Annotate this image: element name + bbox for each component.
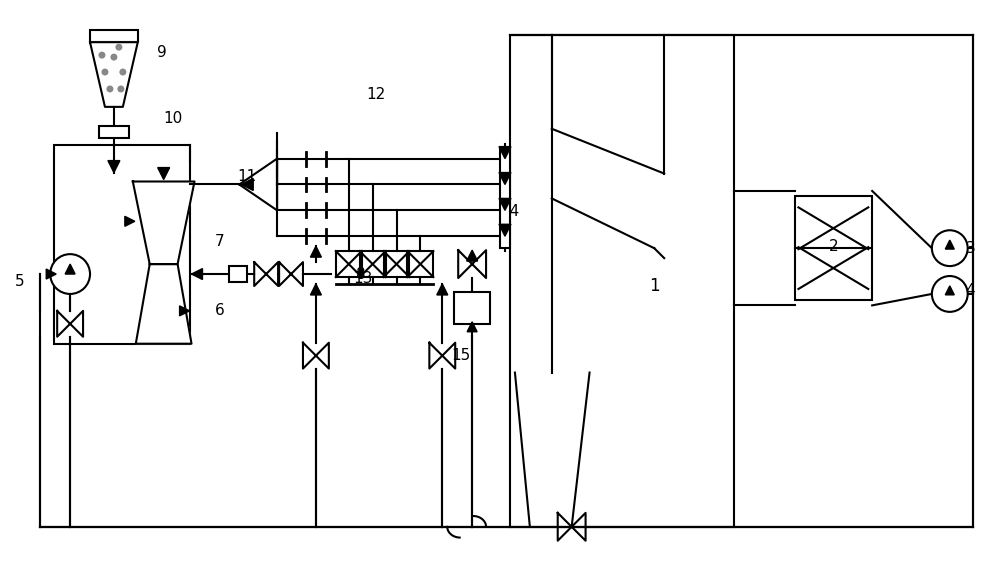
Polygon shape — [310, 246, 321, 257]
Text: 5: 5 — [15, 273, 24, 289]
Circle shape — [102, 69, 108, 75]
Text: 6: 6 — [215, 303, 224, 318]
Bar — [500, 147, 510, 248]
Circle shape — [120, 69, 126, 75]
Bar — [795, 196, 872, 301]
Text: 13: 13 — [353, 271, 372, 285]
Polygon shape — [125, 216, 135, 226]
Polygon shape — [499, 224, 511, 236]
Circle shape — [107, 86, 113, 92]
Bar — [454, 292, 490, 324]
Text: 12: 12 — [366, 87, 385, 102]
Polygon shape — [945, 286, 954, 295]
Bar — [54, 145, 190, 344]
Polygon shape — [65, 264, 75, 274]
Text: 4: 4 — [966, 284, 975, 298]
Polygon shape — [499, 147, 511, 158]
Text: 2: 2 — [829, 239, 838, 254]
Text: 10: 10 — [164, 112, 183, 126]
Bar — [229, 266, 247, 282]
Circle shape — [118, 86, 124, 92]
Polygon shape — [192, 269, 202, 280]
Polygon shape — [158, 168, 170, 179]
Polygon shape — [467, 250, 478, 261]
Text: 1: 1 — [649, 277, 660, 295]
Bar — [360, 251, 386, 277]
Polygon shape — [310, 284, 321, 295]
Text: 8: 8 — [356, 267, 365, 281]
Polygon shape — [239, 158, 277, 211]
Circle shape — [932, 276, 968, 312]
Bar — [510, 35, 734, 527]
Circle shape — [116, 44, 122, 50]
Text: 11: 11 — [237, 169, 256, 184]
Polygon shape — [90, 42, 138, 107]
Polygon shape — [133, 182, 195, 264]
Polygon shape — [108, 161, 120, 173]
Text: 3: 3 — [966, 241, 975, 256]
Polygon shape — [437, 284, 448, 295]
Polygon shape — [136, 264, 192, 344]
Polygon shape — [499, 173, 511, 185]
Text: 15: 15 — [451, 348, 470, 363]
Circle shape — [111, 54, 117, 60]
Bar — [90, 30, 138, 42]
Text: 9: 9 — [157, 45, 166, 59]
Polygon shape — [241, 178, 253, 190]
Bar — [407, 251, 433, 277]
Polygon shape — [46, 269, 56, 279]
Polygon shape — [499, 199, 511, 211]
Text: 14: 14 — [500, 204, 519, 219]
Text: 7: 7 — [215, 234, 224, 248]
Polygon shape — [467, 322, 477, 332]
Circle shape — [932, 230, 968, 266]
Bar — [336, 251, 362, 277]
Circle shape — [50, 254, 90, 294]
Bar — [99, 126, 129, 138]
Circle shape — [99, 52, 105, 58]
Polygon shape — [945, 240, 954, 249]
Bar — [384, 251, 409, 277]
Polygon shape — [180, 306, 190, 316]
